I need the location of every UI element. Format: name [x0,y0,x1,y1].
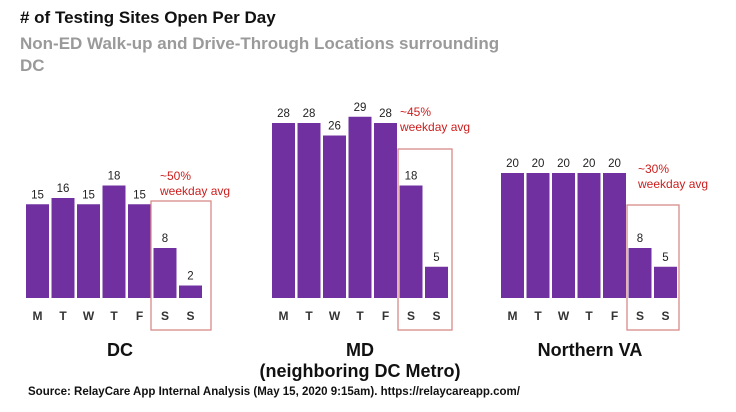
value-label: 8 [162,233,168,245]
category-label: M [508,309,518,323]
bar [654,266,677,298]
category-label: W [83,309,95,323]
category-label: F [382,309,389,323]
bar [374,123,397,298]
weekend-highlight-box [626,204,680,331]
value-label: 5 [433,252,439,264]
bar [577,173,601,298]
panel-label-northern-va: Northern VA [537,340,643,360]
bar [297,123,321,298]
bar [323,135,346,298]
value-label: 15 [31,189,44,201]
bar [399,185,423,298]
bar [153,248,177,298]
panel-label-dc: DC [107,340,133,360]
bar [128,204,151,298]
bar [552,173,575,298]
value-label: 8 [637,233,643,245]
bar [26,204,49,298]
value-label: 20 [583,158,596,170]
category-label: T [59,309,67,323]
bar [102,185,126,298]
category-label: M [33,309,43,323]
value-label: 28 [277,108,290,120]
bar [272,123,295,298]
value-label: 16 [57,183,70,195]
bar [501,173,524,298]
category-label: T [110,309,118,323]
category-label: T [305,309,313,323]
weekday-avg-annotation: ~50% [160,169,191,183]
category-label: S [432,309,440,323]
category-label: S [186,309,194,323]
value-label: 20 [608,158,621,170]
bar [179,285,202,298]
value-label: 29 [354,102,367,114]
category-label: W [558,309,570,323]
category-label: T [585,309,593,323]
category-label: F [136,309,143,323]
value-label: 20 [506,158,519,170]
bar [51,198,75,298]
category-label: S [661,309,669,323]
chart-title: # of Testing Sites Open Per Day [20,8,276,27]
category-label: W [329,309,341,323]
value-label: 28 [379,108,392,120]
value-label: 20 [532,158,545,170]
value-label: 18 [405,171,418,183]
weekday-avg-annotation: ~30% [638,162,669,176]
value-label: 20 [557,158,570,170]
weekday-avg-annotation: weekday avg [159,184,230,198]
bar [628,248,652,298]
category-label: S [161,309,169,323]
value-label: 2 [187,271,193,283]
source-note: Source: RelayCare App Internal Analysis … [28,386,520,398]
weekend-highlight-box [150,200,212,331]
value-label: 15 [82,189,95,201]
value-label: 15 [133,189,146,201]
category-label: T [356,309,364,323]
weekend-highlight-box [397,148,453,331]
bar [425,266,448,298]
value-label: 28 [303,108,316,120]
category-label: S [636,309,644,323]
category-label: T [534,309,542,323]
weekday-avg-annotation: weekday avg [637,177,708,191]
bar [77,204,100,298]
category-label: F [611,309,618,323]
weekday-avg-annotation: ~45% [400,105,431,119]
value-label: 5 [662,252,668,264]
value-label: 18 [108,171,121,183]
category-label: M [279,309,289,323]
chart-subtitle: Non-ED Walk-up and Drive-Through Locatio… [20,34,500,75]
weekday-avg-annotation: weekday avg [399,120,470,134]
panel-label-md: MD (neighboring DC Metro) [259,340,461,381]
bar [603,173,626,298]
value-label: 26 [328,121,341,133]
bar [348,116,372,298]
category-label: S [407,309,415,323]
bar [526,173,550,298]
